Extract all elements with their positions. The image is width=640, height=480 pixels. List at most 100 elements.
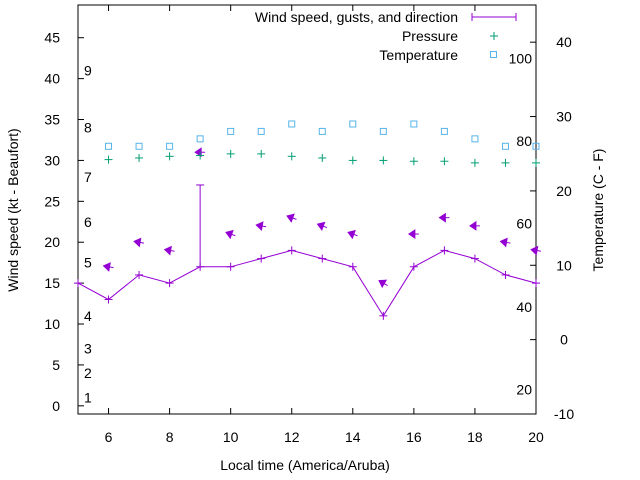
x-tick-label: 6	[105, 429, 113, 445]
y-axis-label-right: Temperature (C - F)	[590, 149, 606, 272]
wind-speed-point	[409, 262, 418, 271]
beaufort-label: 9	[84, 62, 92, 78]
y-right-tick-label: 30	[556, 109, 572, 125]
wind-direction-arrow	[378, 279, 388, 289]
y-left-tick-label: 20	[44, 234, 60, 250]
pressure-point	[135, 153, 144, 162]
wind-speed-point	[501, 270, 510, 279]
fahrenheit-label: 60	[516, 216, 532, 232]
x-axis-label: Local time (America/Aruba)	[220, 457, 390, 473]
y-left-tick-label: 40	[44, 71, 60, 87]
pressure-point	[440, 157, 449, 166]
x-tick-label: 14	[345, 429, 361, 445]
wind-direction-arrow	[255, 221, 267, 231]
wind-direction-arrow	[438, 212, 450, 223]
x-tick-label: 10	[223, 429, 239, 445]
legend-label-temperature: Temperature	[379, 47, 458, 63]
beaufort-label: 2	[84, 365, 92, 381]
y-left-tick-label: 45	[44, 30, 60, 46]
temperature-point	[288, 120, 296, 128]
pressure-point	[501, 158, 510, 167]
temperature-point	[166, 142, 174, 150]
pressure-point	[287, 152, 296, 161]
y-left-tick-label: 15	[44, 275, 60, 291]
wind-direction-arrow	[163, 245, 175, 256]
beaufort-label: 4	[84, 308, 92, 324]
pressure-point	[470, 158, 479, 167]
wind-speed-point	[440, 246, 449, 255]
pressure-point	[104, 155, 113, 164]
fahrenheit-label: 80	[516, 133, 532, 149]
x-tick-label: 12	[284, 429, 300, 445]
pressure-point	[379, 156, 388, 165]
wind-speed-line	[77, 249, 537, 317]
y-left-tick-label: 0	[52, 398, 60, 414]
y-left-tick-label: 30	[44, 152, 60, 168]
wind-speed-point	[74, 279, 82, 288]
wind-speed-point	[348, 262, 357, 271]
y-left-tick-label: 35	[44, 112, 60, 128]
temperature-point	[227, 127, 235, 135]
wind-direction-arrow	[286, 213, 297, 223]
temperature-point	[501, 142, 509, 150]
y-right-tick-label: -10	[554, 406, 574, 422]
temperature-point	[318, 127, 326, 135]
wind-speed-point	[318, 254, 327, 263]
x-tick-label: 18	[467, 429, 483, 445]
wind-direction-arrow	[407, 229, 419, 239]
beaufort-label: 3	[84, 341, 92, 357]
wind-speed-point	[379, 311, 388, 320]
pressure-point	[532, 158, 540, 167]
y-right-tick-label: 20	[556, 183, 572, 199]
pressure-point	[257, 149, 266, 158]
temperature-point	[532, 142, 540, 150]
pressure-point	[318, 153, 327, 162]
wind-speed-point	[226, 262, 235, 271]
y-right-tick-label: 40	[556, 34, 572, 50]
wind-speed-point	[135, 270, 144, 279]
wind-speed-point	[532, 279, 540, 288]
temperature-point	[410, 120, 418, 128]
wind-speed-point	[287, 246, 296, 255]
beaufort-label: 5	[84, 255, 92, 271]
temperature-point	[379, 127, 387, 135]
legend-marker-temperature	[490, 51, 497, 58]
y-left-tick-label: 5	[52, 357, 60, 373]
pressure-point	[196, 151, 205, 160]
x-tick-label: 20	[528, 429, 544, 445]
x-tick-label: 8	[166, 429, 174, 445]
pressure-point	[226, 149, 235, 158]
wind-direction-arrow	[347, 229, 358, 240]
wind-speed-point	[470, 254, 479, 263]
fahrenheit-label: 100	[509, 51, 533, 67]
temperature-point	[135, 142, 143, 150]
fahrenheit-label: 40	[516, 299, 532, 315]
temperature-point	[440, 127, 448, 135]
beaufort-label: 6	[84, 214, 92, 230]
wind-speed-point	[165, 279, 174, 288]
y-right-tick-label: 0	[560, 332, 568, 348]
y-left-tick-label: 25	[44, 193, 60, 209]
beaufort-label: 1	[84, 390, 92, 406]
wind-direction-arrow	[469, 220, 480, 231]
fahrenheit-label: 20	[516, 381, 532, 397]
temperature-point	[196, 135, 204, 143]
beaufort-label: 8	[84, 120, 92, 136]
pressure-point	[409, 157, 418, 166]
wind-direction-arrow	[225, 229, 236, 240]
legend-marker-pressure	[490, 32, 498, 40]
wind-direction-arrow	[102, 262, 114, 272]
wind-speed-point	[104, 295, 113, 304]
wind-speed-point	[257, 254, 266, 263]
temperature-point	[349, 120, 357, 128]
pressure-point	[165, 152, 174, 161]
y-axis-label-left: Wind speed (kt - Beaufort)	[5, 128, 21, 291]
legend-label-pressure: Pressure	[402, 28, 458, 44]
wind-direction-arrow	[530, 245, 542, 256]
x-tick-label: 16	[406, 429, 422, 445]
temperature-point	[471, 135, 479, 143]
y-left-tick-label: 10	[44, 316, 60, 332]
y-right-tick-label: 10	[556, 257, 572, 273]
plot-frame	[77, 4, 537, 415]
